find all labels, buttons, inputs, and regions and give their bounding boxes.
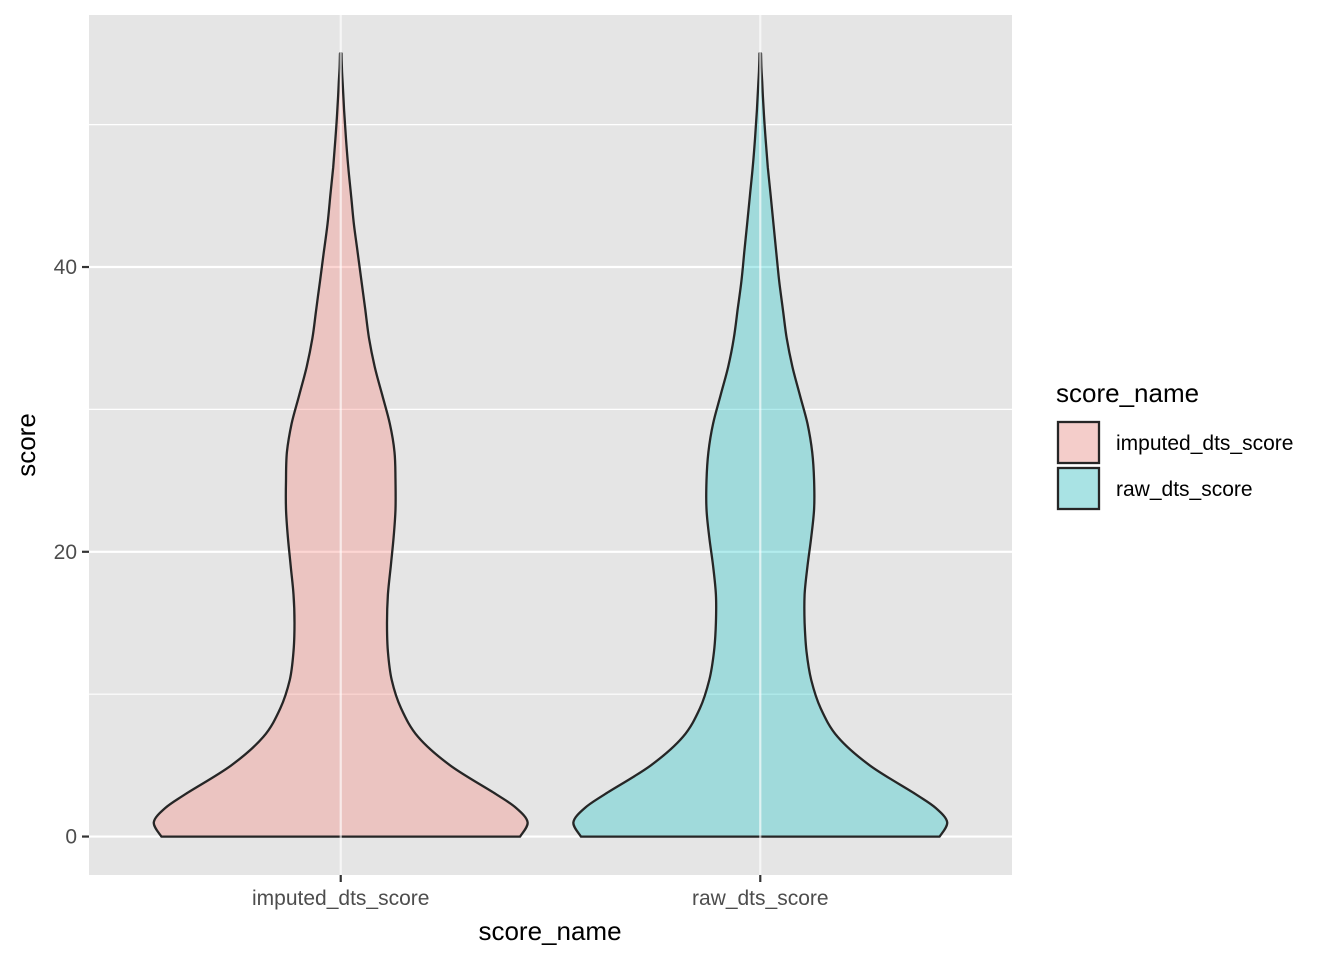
x-tick-label: raw_dts_score [692,887,829,910]
x-gridlines [339,15,762,875]
legend-key-bg [1057,421,1100,464]
x-axis-title: score_name [478,916,621,946]
y-tick-label: 0 [65,826,77,849]
y-tick-label: 20 [54,541,77,564]
y-tick-label: 40 [54,256,77,279]
legend-key-raw_dts_score [1056,466,1101,511]
legend-label: raw_dts_score [1116,478,1253,501]
legend-title: score_name [1056,378,1199,408]
plot-panel [89,15,1012,875]
x-tick-label: imputed_dts_score [252,887,429,910]
legend: score_name imputed_dts_score raw_dts_scor… [1056,378,1293,511]
legend-label: imputed_dts_score [1116,432,1293,455]
y-axis: 0 20 40 [54,256,89,849]
minor-gridlines [89,124,1012,695]
legend-key-bg [1057,467,1100,510]
y-axis-title: score [11,413,41,477]
x-axis: imputed_dts_score raw_dts_score [252,875,829,910]
legend-key-imputed_dts_score [1056,420,1101,465]
